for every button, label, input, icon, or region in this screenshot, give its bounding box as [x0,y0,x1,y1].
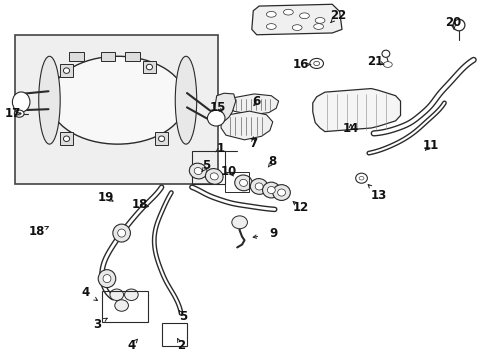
Text: 1: 1 [217,142,224,155]
Ellipse shape [234,175,252,191]
Ellipse shape [39,56,60,144]
Bar [125,52,140,61]
Text: 18: 18 [29,225,45,238]
Text: 8: 8 [268,155,276,168]
Polygon shape [214,93,235,123]
Polygon shape [60,64,73,77]
Ellipse shape [266,12,276,17]
Ellipse shape [49,56,185,144]
Ellipse shape [63,68,69,73]
Ellipse shape [103,275,111,283]
Text: 10: 10 [220,165,237,177]
Ellipse shape [250,179,267,194]
Ellipse shape [452,19,464,31]
Polygon shape [142,61,156,73]
Text: 5: 5 [179,310,187,324]
Ellipse shape [267,186,275,194]
Text: 11: 11 [422,139,438,152]
Ellipse shape [205,168,223,184]
Text: 20: 20 [444,17,460,30]
Text: 21: 21 [366,55,383,68]
Text: 17: 17 [5,107,21,120]
Polygon shape [221,111,272,140]
Ellipse shape [277,189,285,196]
Ellipse shape [118,229,125,237]
Ellipse shape [358,176,363,180]
Text: 19: 19 [97,191,114,204]
Ellipse shape [383,62,391,67]
Ellipse shape [175,56,196,144]
Ellipse shape [299,13,309,19]
Ellipse shape [262,182,280,198]
Text: 5: 5 [202,159,210,172]
Ellipse shape [313,61,319,66]
Ellipse shape [266,24,276,30]
Polygon shape [228,94,278,115]
Ellipse shape [210,173,218,180]
Ellipse shape [113,224,130,242]
Text: 2: 2 [177,339,185,352]
Text: 16: 16 [292,58,308,71]
Bar [102,291,148,321]
Bar [101,52,115,61]
Text: 12: 12 [292,202,308,215]
Polygon shape [155,132,168,145]
Ellipse shape [194,167,202,175]
Text: 22: 22 [329,9,346,22]
Text: 13: 13 [370,189,386,202]
Bar [69,52,83,61]
Text: 15: 15 [209,101,225,114]
Bar [15,35,217,184]
Ellipse shape [124,289,138,301]
Ellipse shape [292,25,302,31]
Ellipse shape [12,92,30,112]
Ellipse shape [239,179,247,186]
Ellipse shape [255,183,263,190]
Bar [191,151,224,184]
Text: 14: 14 [342,122,358,135]
Ellipse shape [309,58,323,68]
Ellipse shape [272,185,290,201]
Polygon shape [312,89,400,132]
Text: 6: 6 [252,95,260,108]
Text: 4: 4 [127,339,135,352]
Ellipse shape [207,110,224,126]
Ellipse shape [63,136,69,141]
Ellipse shape [313,24,323,30]
Ellipse shape [283,9,293,15]
Ellipse shape [231,216,247,229]
Text: 7: 7 [249,137,257,150]
Bar [224,172,249,192]
Text: 4: 4 [81,287,90,300]
Ellipse shape [381,50,389,57]
Ellipse shape [14,110,24,117]
Text: 9: 9 [269,226,277,239]
Text: 18: 18 [131,198,147,211]
Ellipse shape [355,173,366,183]
Bar [161,323,186,346]
Ellipse shape [110,289,123,301]
Ellipse shape [189,163,206,179]
Ellipse shape [146,64,152,70]
Ellipse shape [17,112,21,115]
Ellipse shape [315,18,325,23]
Ellipse shape [158,136,164,141]
Ellipse shape [98,270,116,288]
Polygon shape [60,132,73,145]
Text: 3: 3 [93,318,101,331]
Polygon shape [251,4,341,35]
Ellipse shape [115,300,128,311]
